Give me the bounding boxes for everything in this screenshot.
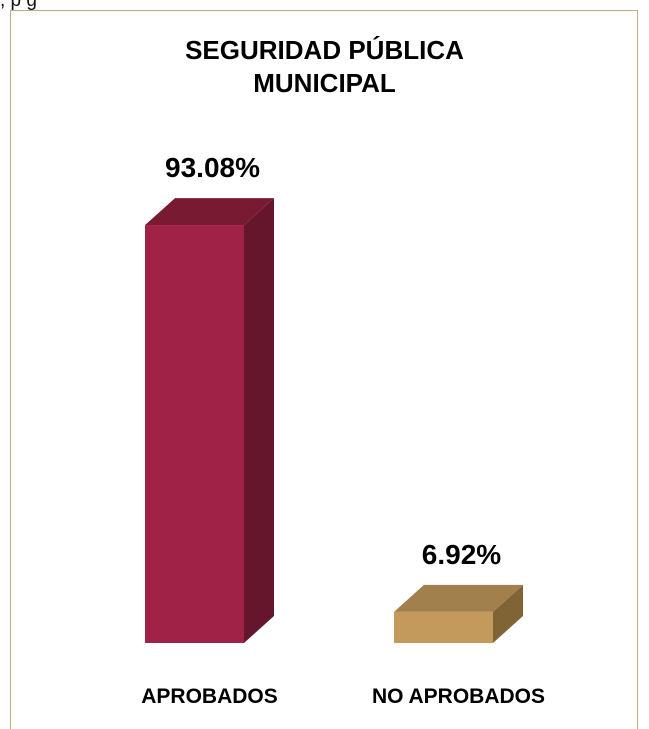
bars-group [145,198,523,643]
bar-aprobados [145,225,244,643]
bar-top-no-aprobados [394,584,523,612]
chart-frame [10,10,638,729]
bar-side-no-aprobados [493,584,523,643]
bar-no-aprobados [394,611,493,643]
clipped-caption-text: , p g [0,0,37,11]
labels-group: 93.08% APROBADOS 6.92% NO APROBADOS [141,152,545,708]
category-label-aprobados: APROBADOS [141,685,278,708]
bar-top-aprobados [145,198,274,226]
value-label-aprobados: 93.08% [165,152,260,183]
chart-title-line-1: SEGURIDAD PÚBLICA [185,35,464,65]
value-label-no-aprobados: 6.92% [422,539,501,570]
bar-side-aprobados [244,198,274,643]
category-label-no-aprobados: NO APROBADOS [372,685,545,708]
chart-title-line-2: MUNICIPAL [253,68,396,98]
chart-title: SEGURIDAD PÚBLICA MUNICIPAL [0,34,649,100]
